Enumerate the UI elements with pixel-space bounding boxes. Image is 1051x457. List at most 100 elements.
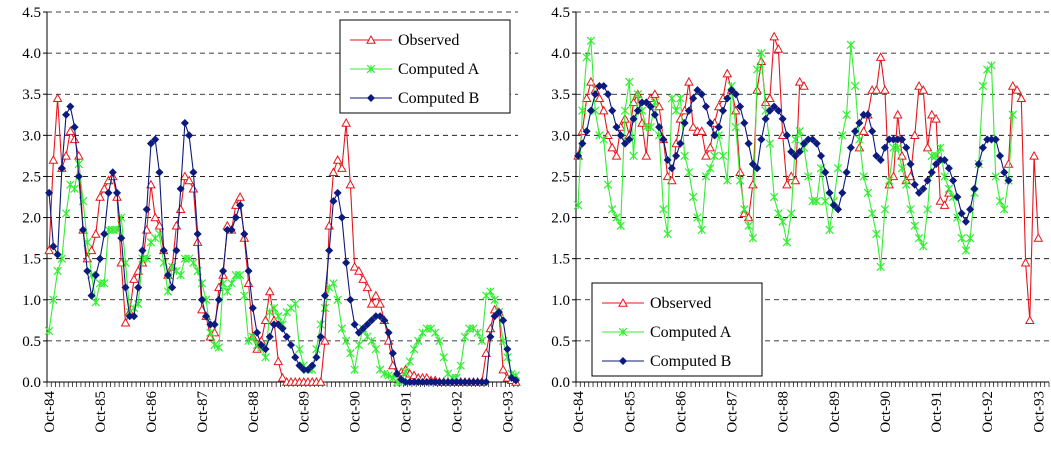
- right-y-tick-label: 3.5: [551, 87, 570, 103]
- right-data-point: [850, 81, 860, 91]
- right-data-point: [641, 150, 652, 160]
- right-data-point: [897, 135, 907, 144]
- right-data-point: [769, 192, 779, 202]
- right-legend-label: Observed: [650, 295, 711, 312]
- right-data-point: [906, 205, 915, 214]
- left-data-point: [481, 348, 492, 357]
- right-data-point: [978, 143, 987, 152]
- right-data-point: [663, 155, 672, 165]
- left-data-point: [345, 179, 356, 189]
- left-data-point: [214, 295, 223, 304]
- right-data-point: [629, 114, 638, 123]
- right-data-point: [867, 209, 877, 218]
- left-data-point: [257, 340, 266, 350]
- left-data-point: [315, 376, 326, 386]
- left-y-tick-label: 3.0: [22, 128, 41, 144]
- left-data-point: [376, 312, 385, 321]
- right-y-tick-label: 2.5: [551, 169, 570, 185]
- left-data-point: [159, 246, 168, 255]
- right-data-point: [782, 237, 792, 247]
- left-data-point: [494, 308, 503, 317]
- left-data-point: [312, 353, 321, 362]
- left-data-point: [155, 229, 164, 239]
- left-data-point: [384, 371, 393, 380]
- right-y-tick-label: 4.5: [551, 5, 570, 21]
- right-data-point: [868, 127, 877, 136]
- left-data-point: [172, 246, 181, 255]
- right-x-tick-label: Oct-92: [980, 391, 996, 433]
- right-data-point: [757, 48, 766, 58]
- left-data-point: [274, 311, 283, 321]
- left-data-point: [273, 356, 284, 366]
- left-data-point: [163, 271, 172, 280]
- right-data-point: [872, 229, 881, 239]
- right-data-point: [676, 94, 685, 103]
- left-data-point: [168, 283, 177, 292]
- right-data-point: [752, 65, 762, 74]
- right-data-point: [598, 105, 609, 115]
- right-data-point: [914, 233, 924, 243]
- right-data-point: [787, 147, 796, 156]
- left-data-point: [151, 135, 160, 144]
- right-data-point: [834, 205, 843, 214]
- right-data-point: [855, 135, 864, 144]
- right-data-point: [710, 151, 719, 161]
- left-data-point: [231, 213, 240, 222]
- right-x-tick-label: Oct-86: [673, 391, 689, 433]
- left-legend-marker: [366, 34, 376, 44]
- left-data-point: [227, 225, 236, 234]
- left-data-point: [45, 188, 54, 197]
- left-data-point: [61, 150, 71, 160]
- left-data-point: [48, 154, 59, 164]
- left-legend-label: Computed A: [398, 61, 480, 78]
- left-data-point: [214, 343, 224, 352]
- right-data-point: [642, 98, 651, 107]
- right-data-point: [649, 89, 660, 98]
- right-x-tick-label: Oct-85: [622, 391, 638, 433]
- left-chart: 0.0 0.5 1.0 1.5 2.0 2.5 3.0 3.5 4.0 4.5 Oct-84 Oct-…: [22, 5, 521, 433]
- left-data-point: [201, 295, 211, 305]
- left-data-point: [235, 191, 245, 201]
- right-data-point: [608, 106, 617, 115]
- right-data-point: [753, 164, 762, 173]
- right-data-point: [1008, 110, 1018, 120]
- right-data-point: [599, 81, 608, 91]
- right-data-point: [923, 205, 932, 214]
- left-data-point: [320, 291, 329, 300]
- left-data-point: [236, 201, 245, 210]
- right-data-point: [646, 122, 655, 132]
- right-data-point: [1016, 93, 1027, 103]
- left-data-point: [349, 261, 360, 271]
- right-data-point: [944, 164, 953, 173]
- left-x-tick-label: Oct-89: [297, 391, 313, 433]
- left-data-point: [414, 336, 423, 346]
- left-x-tick-label: Oct-92: [449, 391, 465, 433]
- right-data-point: [884, 176, 894, 185]
- left-x-tick-label: Oct-85: [93, 391, 109, 433]
- right-data-point: [880, 205, 890, 214]
- left-data-point: [401, 367, 410, 377]
- right-data-point: [680, 118, 689, 128]
- right-data-point: [778, 217, 787, 226]
- right-data-point: [607, 205, 617, 214]
- left-data-point: [320, 335, 330, 345]
- right-data-point: [909, 130, 920, 140]
- left-data-point: [354, 328, 363, 337]
- left-data-point: [96, 254, 105, 263]
- right-data-point: [714, 123, 723, 132]
- left-data-point: [439, 353, 448, 362]
- right-data-point: [774, 209, 783, 218]
- right-data-point: [821, 196, 830, 206]
- right-data-point: [812, 196, 821, 206]
- left-data-point: [155, 168, 164, 177]
- left-data-point: [328, 167, 339, 177]
- left-data-point: [308, 361, 317, 370]
- right-data-point: [893, 143, 902, 152]
- right-y-tick-label: 4.0: [551, 46, 570, 62]
- right-data-point: [697, 225, 706, 235]
- left-y-tick-label: 4.5: [22, 5, 41, 21]
- right-data-point: [794, 76, 805, 86]
- left-data-point: [482, 377, 491, 387]
- right-data-point: [688, 122, 699, 131]
- left-data-point: [325, 246, 334, 255]
